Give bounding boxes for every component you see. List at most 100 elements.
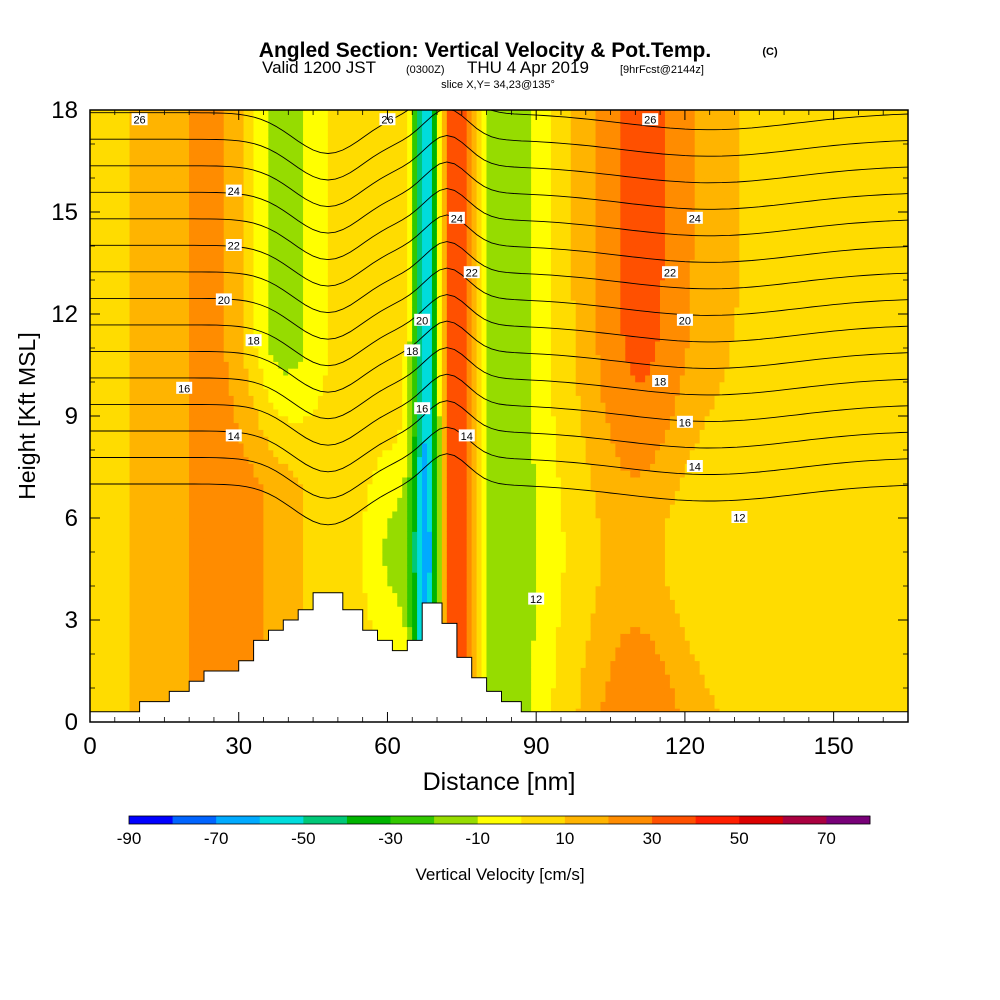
velocity-cell <box>253 504 259 512</box>
velocity-cell <box>164 497 170 505</box>
velocity-cell <box>159 293 165 301</box>
velocity-cell <box>263 381 269 390</box>
velocity-cell <box>243 110 249 118</box>
velocity-cell <box>223 409 230 417</box>
velocity-cell <box>124 524 130 532</box>
velocity-cell <box>208 653 215 662</box>
velocity-cell <box>208 110 215 118</box>
velocity-cell <box>169 504 175 512</box>
velocity-cell <box>223 313 230 322</box>
velocity-cell <box>283 334 289 342</box>
velocity-cell <box>184 483 190 492</box>
velocity-cell <box>90 606 96 614</box>
velocity-cell <box>223 259 230 267</box>
velocity-cell <box>238 497 245 505</box>
velocity-cell <box>258 368 264 376</box>
velocity-cell <box>169 266 175 274</box>
velocity-cell <box>337 395 344 403</box>
velocity-cell <box>99 477 106 485</box>
velocity-cell <box>248 572 254 580</box>
velocity-cell <box>248 551 254 560</box>
velocity-cell <box>288 327 294 335</box>
velocity-cell <box>357 531 363 539</box>
velocity-cell <box>337 341 344 349</box>
velocity-cell <box>184 647 190 655</box>
velocity-cell <box>164 626 170 634</box>
velocity-cell <box>332 477 339 485</box>
velocity-cell <box>337 266 344 274</box>
velocity-cell <box>189 164 195 172</box>
velocity-cell <box>253 177 259 186</box>
velocity-cell <box>144 653 150 662</box>
velocity-cell <box>203 130 210 138</box>
velocity-cell <box>189 313 195 322</box>
velocity-cell <box>332 456 339 464</box>
velocity-cell <box>164 211 170 220</box>
velocity-cell <box>99 504 106 512</box>
velocity-cell <box>193 449 200 458</box>
velocity-cell <box>223 504 230 512</box>
velocity-cell <box>164 483 170 492</box>
velocity-cell <box>104 110 111 118</box>
velocity-cell <box>258 279 264 288</box>
velocity-cell <box>104 375 111 383</box>
velocity-cell <box>109 293 116 301</box>
velocity-cell <box>263 347 269 356</box>
velocity-cell <box>253 123 259 131</box>
velocity-cell <box>233 225 240 233</box>
velocity-cell <box>337 130 344 138</box>
velocity-cell <box>233 524 240 532</box>
velocity-cell <box>159 626 165 634</box>
velocity-cell <box>189 633 195 641</box>
velocity-cell <box>119 443 126 451</box>
velocity-cell <box>283 606 289 614</box>
velocity-cell <box>352 177 359 186</box>
velocity-cell <box>124 361 130 369</box>
velocity-cell <box>90 456 96 464</box>
velocity-cell <box>129 422 135 430</box>
velocity-cell <box>154 164 160 172</box>
velocity-cell <box>159 572 165 580</box>
velocity-cell <box>213 273 220 281</box>
velocity-cell <box>198 273 205 281</box>
velocity-cell <box>233 483 240 492</box>
velocity-cell <box>228 252 235 260</box>
velocity-cell <box>124 123 130 131</box>
velocity-cell <box>308 150 314 158</box>
velocity-cell <box>129 490 135 498</box>
velocity-cell <box>124 307 130 315</box>
velocity-cell <box>317 517 324 526</box>
velocity-cell <box>288 572 294 580</box>
velocity-cell <box>90 463 96 471</box>
velocity-cell <box>124 157 130 165</box>
velocity-cell <box>293 313 299 322</box>
velocity-cell <box>134 150 140 158</box>
velocity-cell <box>134 402 140 410</box>
velocity-cell <box>208 327 215 335</box>
velocity-cell <box>288 347 294 356</box>
velocity-cell <box>327 116 334 124</box>
velocity-cell <box>298 245 304 254</box>
velocity-cell <box>258 477 264 485</box>
velocity-cell <box>337 572 344 580</box>
velocity-cell <box>342 327 349 335</box>
velocity-cell <box>139 211 145 220</box>
velocity-cell <box>337 123 344 131</box>
velocity-cell <box>179 674 185 682</box>
velocity-cell <box>149 327 155 335</box>
velocity-cell <box>228 143 235 152</box>
velocity-cell <box>293 143 299 152</box>
velocity-cell <box>228 334 235 342</box>
velocity-cell <box>104 531 111 539</box>
velocity-cell <box>174 647 180 655</box>
velocity-cell <box>179 415 185 424</box>
velocity-cell <box>228 409 235 417</box>
velocity-cell <box>293 273 299 281</box>
velocity-cell <box>184 626 190 634</box>
velocity-cell <box>149 354 155 362</box>
velocity-cell <box>288 334 294 342</box>
velocity-cell <box>149 429 155 437</box>
velocity-cell <box>129 681 135 689</box>
velocity-cell <box>154 225 160 233</box>
velocity-cell <box>109 164 116 172</box>
